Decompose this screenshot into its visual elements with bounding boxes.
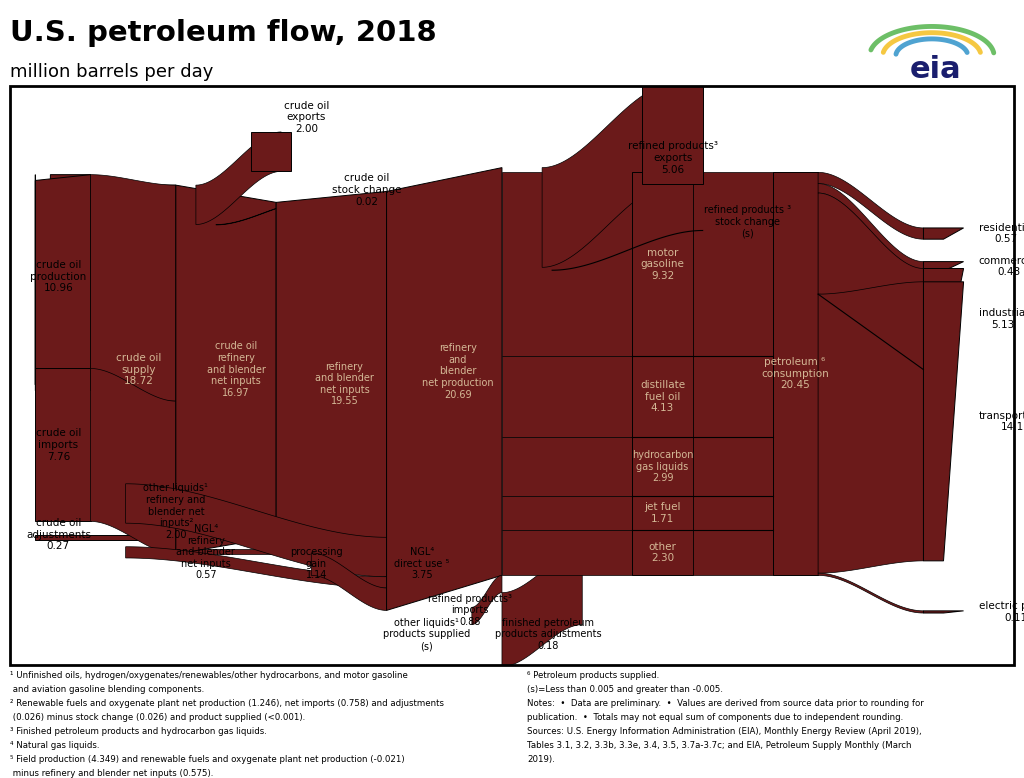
Text: industrial
5.13: industrial 5.13: [979, 308, 1024, 330]
Polygon shape: [126, 484, 387, 576]
Polygon shape: [692, 530, 773, 576]
Polygon shape: [502, 551, 583, 667]
Polygon shape: [90, 174, 176, 401]
Polygon shape: [818, 193, 924, 370]
Text: processing
gain
1.14: processing gain 1.14: [290, 547, 343, 580]
Text: publication.  •  Totals may not equal sum of components due to independent round: publication. • Totals may not equal sum …: [527, 713, 903, 722]
Polygon shape: [502, 437, 633, 496]
Polygon shape: [196, 132, 282, 225]
Text: ¹ Unfinished oils, hydrogen/oxygenates/renewables/other hydrocarbons, and motor : ¹ Unfinished oils, hydrogen/oxygenates/r…: [10, 671, 409, 680]
Polygon shape: [818, 573, 924, 613]
Polygon shape: [35, 535, 176, 541]
Text: 2019).: 2019).: [527, 755, 555, 764]
Polygon shape: [276, 191, 387, 576]
Text: other liquids¹
refinery and
blender net
inputs²
2.00: other liquids¹ refinery and blender net …: [143, 483, 208, 540]
Text: transportation
14.16: transportation 14.16: [979, 411, 1024, 432]
Text: Sources: U.S. Energy Information Administration (EIA), Monthly Energy Review (Ap: Sources: U.S. Energy Information Adminis…: [527, 727, 922, 736]
Text: NGL⁴
direct use ⁵
3.75: NGL⁴ direct use ⁵ 3.75: [394, 547, 450, 580]
Polygon shape: [502, 496, 633, 530]
Polygon shape: [502, 530, 633, 576]
Text: crude oil
adjustments
0.27: crude oil adjustments 0.27: [26, 518, 91, 552]
Polygon shape: [35, 369, 90, 521]
Text: ⁶ Petroleum products supplied.: ⁶ Petroleum products supplied.: [527, 671, 659, 680]
Polygon shape: [924, 261, 964, 271]
Text: ⁴ Natural gas liquids.: ⁴ Natural gas liquids.: [10, 741, 99, 750]
Polygon shape: [502, 173, 633, 356]
Polygon shape: [818, 282, 924, 573]
Text: eia: eia: [909, 55, 961, 84]
Text: refined products³
exports
5.06: refined products³ exports 5.06: [628, 142, 718, 174]
Polygon shape: [818, 184, 924, 271]
Text: crude oil
supply
18.72: crude oil supply 18.72: [116, 353, 162, 386]
Polygon shape: [924, 228, 964, 239]
Text: NGL⁴
refinery
and blender
net inputs
0.57: NGL⁴ refinery and blender net inputs 0.5…: [176, 524, 236, 580]
Polygon shape: [633, 496, 692, 530]
Polygon shape: [924, 282, 964, 561]
Polygon shape: [692, 437, 773, 496]
Polygon shape: [502, 356, 633, 437]
Polygon shape: [542, 84, 673, 268]
Text: motor
gasoline
9.32: motor gasoline 9.32: [641, 247, 684, 281]
Text: Tables 3.1, 3.2, 3.3b, 3.3e, 3.4, 3.5, 3.7a-3.7c; and EIA, Petroleum Supply Mont: Tables 3.1, 3.2, 3.3b, 3.3e, 3.4, 3.5, 3…: [527, 741, 911, 750]
Text: petroleum ⁶
consumption
20.45: petroleum ⁶ consumption 20.45: [761, 357, 828, 391]
Polygon shape: [818, 173, 924, 239]
Text: other
2.30: other 2.30: [648, 542, 677, 563]
Text: finished petroleum
products adjustments
0.18: finished petroleum products adjustments …: [495, 618, 601, 651]
Text: refined products³
imports
0.88: refined products³ imports 0.88: [428, 594, 512, 627]
Text: refinery
and blender
net inputs
19.55: refinery and blender net inputs 19.55: [315, 362, 374, 406]
Polygon shape: [633, 356, 692, 437]
Text: other liquids¹
products supplied
(s): other liquids¹ products supplied (s): [383, 618, 470, 651]
Polygon shape: [387, 167, 502, 611]
Text: commercial
0.48: commercial 0.48: [979, 255, 1024, 277]
Text: crude oil
stock change
0.02: crude oil stock change 0.02: [332, 173, 401, 206]
Polygon shape: [633, 530, 692, 576]
Polygon shape: [176, 185, 276, 554]
Polygon shape: [251, 132, 291, 171]
Text: ² Renewable fuels and oxygenate plant net production (1.246), net imports (0.758: ² Renewable fuels and oxygenate plant ne…: [10, 699, 444, 708]
Text: minus refinery and blender net inputs (0.575).: minus refinery and blender net inputs (0…: [10, 769, 214, 778]
Polygon shape: [633, 437, 692, 496]
Polygon shape: [472, 576, 502, 625]
Text: refinery
and
blender
net production
20.69: refinery and blender net production 20.6…: [422, 343, 494, 400]
Text: (s)=Less than 0.005 and greater than -0.005.: (s)=Less than 0.005 and greater than -0.…: [527, 685, 723, 694]
Text: ³ Finished petroleum products and hydrocarbon gas liquids.: ³ Finished petroleum products and hydroc…: [10, 727, 267, 736]
Polygon shape: [126, 547, 387, 588]
Polygon shape: [773, 173, 818, 576]
Polygon shape: [216, 201, 311, 225]
Polygon shape: [311, 553, 387, 611]
Text: crude oil
production
10.96: crude oil production 10.96: [31, 261, 87, 293]
Text: crude oil
refinery
and blender
net inputs
16.97: crude oil refinery and blender net input…: [207, 342, 265, 398]
Polygon shape: [642, 84, 702, 184]
Text: million barrels per day: million barrels per day: [10, 63, 214, 81]
Polygon shape: [35, 174, 90, 391]
Polygon shape: [692, 356, 773, 437]
Text: electric power
0.11: electric power 0.11: [979, 601, 1024, 622]
Text: U.S. petroleum flow, 2018: U.S. petroleum flow, 2018: [10, 19, 437, 47]
Polygon shape: [176, 548, 276, 554]
Polygon shape: [924, 611, 964, 613]
Text: distillate
fuel oil
4.13: distillate fuel oil 4.13: [640, 380, 685, 413]
Text: (0.026) minus stock change (0.026) and product supplied (<0.001).: (0.026) minus stock change (0.026) and p…: [10, 713, 305, 722]
Polygon shape: [50, 174, 176, 554]
Text: crude oil
imports
7.76: crude oil imports 7.76: [36, 429, 81, 461]
Polygon shape: [90, 369, 176, 554]
Text: hydrocarbon
gas liquids
2.99: hydrocarbon gas liquids 2.99: [632, 450, 693, 483]
Text: ⁵ Field production (4.349) and renewable fuels and oxygenate plant net productio: ⁵ Field production (4.349) and renewable…: [10, 755, 404, 764]
Polygon shape: [692, 496, 773, 530]
Polygon shape: [692, 173, 773, 356]
Text: jet fuel
1.71: jet fuel 1.71: [644, 503, 681, 524]
Text: refined products ³
stock change
(s): refined products ³ stock change (s): [705, 205, 792, 238]
Text: residential
0.57: residential 0.57: [979, 223, 1024, 244]
Text: crude oil
exports
2.00: crude oil exports 2.00: [284, 101, 329, 134]
Polygon shape: [633, 173, 692, 356]
Polygon shape: [924, 268, 964, 370]
Text: and aviation gasoline blending components.: and aviation gasoline blending component…: [10, 685, 205, 694]
Text: Notes:  •  Data are preliminary.  •  Values are derived from source data prior t: Notes: • Data are preliminary. • Values …: [527, 699, 924, 708]
